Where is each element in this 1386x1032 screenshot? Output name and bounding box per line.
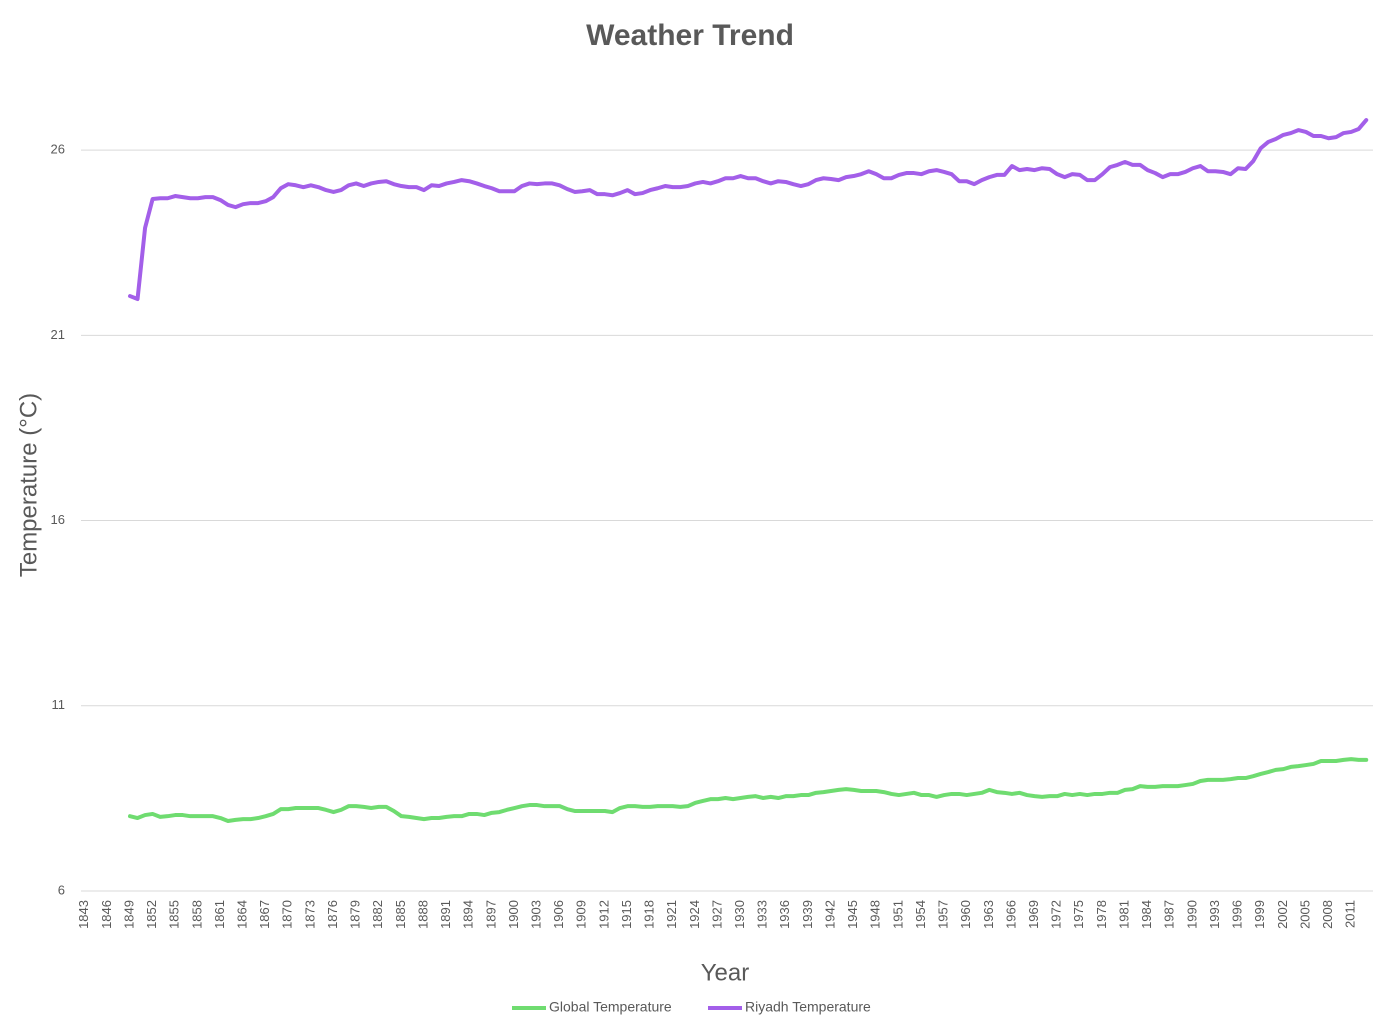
x-tick-label: 1882 — [370, 900, 385, 929]
x-tick-label: 1888 — [415, 900, 430, 929]
x-tick-label: 2011 — [1343, 900, 1358, 928]
x-tick-label: 1978 — [1094, 900, 1109, 929]
x-tick-label: 1879 — [348, 900, 363, 929]
x-tick-label: 1912 — [596, 900, 611, 929]
x-tick-label: 1948 — [868, 900, 883, 929]
x-tick-label: 1855 — [167, 900, 182, 929]
series-line — [128, 118, 1369, 302]
x-tick-label: 1921 — [664, 900, 679, 929]
x-tick-label: 1996 — [1230, 900, 1245, 929]
x-tick-label: 1903 — [528, 900, 543, 929]
x-tick-label: 1975 — [1071, 900, 1086, 929]
x-tick-label: 1963 — [981, 900, 996, 929]
x-tick-label: 1984 — [1139, 900, 1154, 929]
x-tick-label: 1891 — [438, 900, 453, 929]
x-tick-label: 1849 — [121, 900, 136, 929]
x-tick-label: 1966 — [1003, 900, 1018, 929]
x-tick-label: 1873 — [302, 900, 317, 929]
chart-title: Weather Trend — [586, 19, 794, 52]
x-tick-label: 1954 — [913, 900, 928, 929]
y-axis-title: Temperature (°C) — [15, 393, 42, 577]
x-tick-label: 2005 — [1297, 900, 1312, 929]
x-tick-label: 1981 — [1116, 900, 1131, 929]
y-tick-label: 6 — [58, 882, 65, 897]
legend-label: Global Temperature — [549, 999, 672, 1015]
x-tick-label: 1906 — [551, 900, 566, 929]
x-tick-label: 1876 — [325, 900, 340, 929]
x-tick-label: 1900 — [506, 900, 521, 929]
x-tick-label: 1951 — [890, 900, 905, 929]
x-tick-label: 1852 — [144, 900, 159, 929]
x-tick-label: 1936 — [777, 900, 792, 929]
x-axis-title: Year — [701, 959, 750, 986]
x-tick-label: 1990 — [1184, 900, 1199, 929]
x-tick-label: 1933 — [755, 900, 770, 929]
x-tick-label: 1969 — [1026, 900, 1041, 929]
x-tick-label: 1927 — [709, 900, 724, 929]
x-tick-label: 1999 — [1252, 900, 1267, 929]
x-tick-label: 1864 — [235, 900, 250, 929]
x-tick-label: 1843 — [76, 900, 91, 929]
x-tick-label: 1885 — [393, 900, 408, 929]
y-tick-label: 26 — [51, 142, 65, 157]
y-tick-label: 16 — [51, 512, 65, 527]
x-tick-label: 2008 — [1320, 900, 1335, 929]
x-tick-label: 1924 — [687, 900, 702, 929]
legend-label: Riyadh Temperature — [745, 999, 871, 1015]
x-tick-label: 1930 — [732, 900, 747, 929]
x-tick-label: 1897 — [483, 900, 498, 929]
y-tick-label: 21 — [51, 327, 65, 342]
x-tick-label: 1945 — [845, 900, 860, 929]
x-tick-label: 1861 — [212, 900, 227, 929]
x-tick-label: 1909 — [574, 900, 589, 929]
x-tick-label: 1939 — [800, 900, 815, 929]
x-tick-label: 1972 — [1049, 900, 1064, 929]
x-tick-label: 1993 — [1207, 900, 1222, 929]
series-line — [128, 757, 1369, 823]
x-tick-label: 1918 — [642, 900, 657, 929]
x-tick-label: 1957 — [936, 900, 951, 929]
x-tick-label: 1987 — [1162, 900, 1177, 929]
x-tick-label: 1846 — [99, 900, 114, 929]
x-tick-label: 1894 — [461, 900, 476, 929]
y-tick-label: 11 — [52, 697, 66, 712]
x-tick-label: 1915 — [619, 900, 634, 929]
x-tick-label: 1867 — [257, 900, 272, 929]
x-tick-label: 1960 — [958, 900, 973, 929]
x-tick-label: 1870 — [280, 900, 295, 929]
x-tick-label: 2002 — [1275, 900, 1290, 929]
x-tick-label: 1942 — [822, 900, 837, 929]
x-tick-label: 1858 — [189, 900, 204, 929]
